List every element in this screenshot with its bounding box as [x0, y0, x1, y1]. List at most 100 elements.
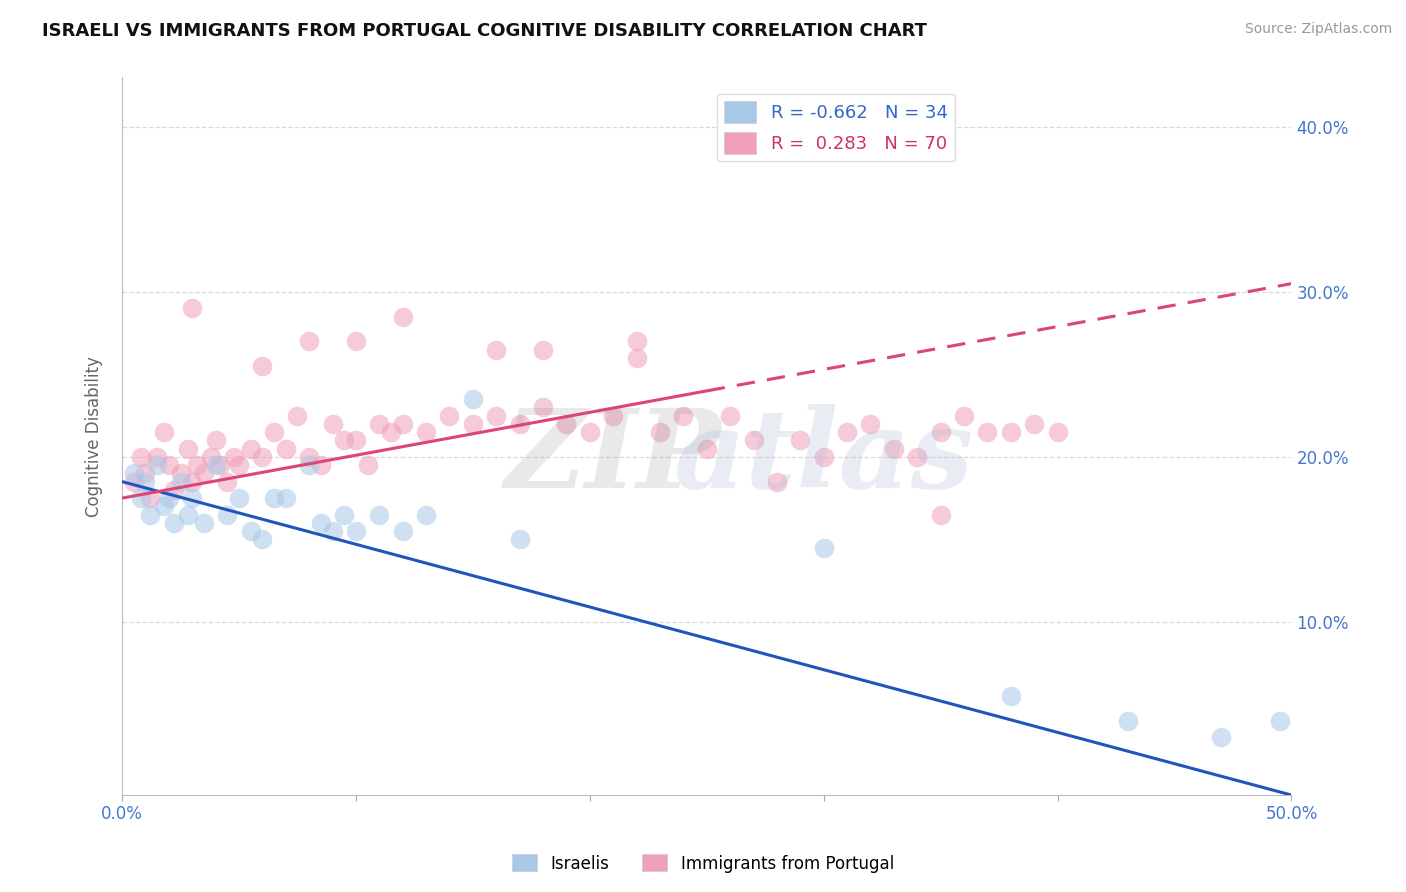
- Point: [129, 491, 152, 505]
- Point: [228, 458, 250, 472]
- Text: Source: ZipAtlas.com: Source: ZipAtlas.com: [1244, 22, 1392, 37]
- Point: [813, 450, 835, 464]
- Point: [162, 483, 184, 497]
- Point: [309, 516, 332, 530]
- Point: [391, 310, 413, 324]
- Point: [531, 343, 554, 357]
- Point: [648, 425, 671, 439]
- Point: [344, 434, 367, 448]
- Point: [176, 442, 198, 456]
- Point: [157, 458, 180, 472]
- Point: [1268, 714, 1291, 728]
- Point: [274, 442, 297, 456]
- Point: [835, 425, 858, 439]
- Point: [134, 467, 156, 481]
- Point: [929, 508, 952, 522]
- Point: [169, 467, 191, 481]
- Point: [146, 450, 169, 464]
- Point: [298, 458, 321, 472]
- Point: [333, 434, 356, 448]
- Point: [169, 475, 191, 489]
- Point: [263, 425, 285, 439]
- Text: atlas: atlas: [673, 404, 974, 511]
- Point: [122, 475, 145, 489]
- Point: [953, 409, 976, 423]
- Point: [1024, 417, 1046, 431]
- Point: [287, 409, 309, 423]
- Point: [1000, 689, 1022, 703]
- Point: [209, 458, 232, 472]
- Text: ZIP: ZIP: [505, 404, 721, 511]
- Point: [239, 524, 262, 538]
- Point: [883, 442, 905, 456]
- Point: [344, 524, 367, 538]
- Point: [696, 442, 718, 456]
- Point: [129, 450, 152, 464]
- Point: [298, 334, 321, 349]
- Point: [789, 434, 811, 448]
- Point: [391, 524, 413, 538]
- Point: [200, 450, 222, 464]
- Point: [1046, 425, 1069, 439]
- Point: [415, 508, 437, 522]
- Point: [626, 334, 648, 349]
- Point: [263, 491, 285, 505]
- Point: [186, 458, 208, 472]
- Point: [162, 516, 184, 530]
- Point: [309, 458, 332, 472]
- Point: [181, 475, 204, 489]
- Point: [228, 491, 250, 505]
- Point: [193, 516, 215, 530]
- Point: [929, 425, 952, 439]
- Point: [252, 359, 274, 373]
- Point: [204, 434, 226, 448]
- Point: [461, 417, 484, 431]
- Point: [344, 334, 367, 349]
- Point: [439, 409, 461, 423]
- Point: [274, 491, 297, 505]
- Point: [1000, 425, 1022, 439]
- Point: [356, 458, 378, 472]
- Point: [217, 475, 239, 489]
- Point: [766, 475, 789, 489]
- Point: [252, 450, 274, 464]
- Point: [602, 409, 624, 423]
- Point: [672, 409, 695, 423]
- Point: [322, 524, 344, 538]
- Point: [485, 343, 508, 357]
- Point: [146, 458, 169, 472]
- Point: [531, 401, 554, 415]
- Point: [813, 541, 835, 555]
- Point: [139, 508, 162, 522]
- Point: [859, 417, 882, 431]
- Y-axis label: Cognitive Disability: Cognitive Disability: [86, 356, 103, 516]
- Point: [134, 475, 156, 489]
- Point: [415, 425, 437, 439]
- Point: [1116, 714, 1139, 728]
- Legend: Israelis, Immigrants from Portugal: Israelis, Immigrants from Portugal: [505, 847, 901, 880]
- Point: [485, 409, 508, 423]
- Point: [391, 417, 413, 431]
- Point: [509, 417, 531, 431]
- Point: [742, 434, 765, 448]
- Point: [153, 425, 176, 439]
- Point: [181, 301, 204, 316]
- Point: [368, 417, 391, 431]
- Legend: R = -0.662   N = 34, R =  0.283   N = 70: R = -0.662 N = 34, R = 0.283 N = 70: [717, 94, 955, 161]
- Point: [204, 458, 226, 472]
- Point: [153, 500, 176, 514]
- Point: [976, 425, 998, 439]
- Point: [368, 508, 391, 522]
- Point: [298, 450, 321, 464]
- Point: [157, 491, 180, 505]
- Point: [139, 491, 162, 505]
- Point: [122, 467, 145, 481]
- Point: [555, 417, 578, 431]
- Point: [718, 409, 741, 423]
- Point: [509, 533, 531, 547]
- Point: [224, 450, 246, 464]
- Point: [626, 351, 648, 365]
- Point: [176, 508, 198, 522]
- Point: [578, 425, 600, 439]
- Point: [217, 508, 239, 522]
